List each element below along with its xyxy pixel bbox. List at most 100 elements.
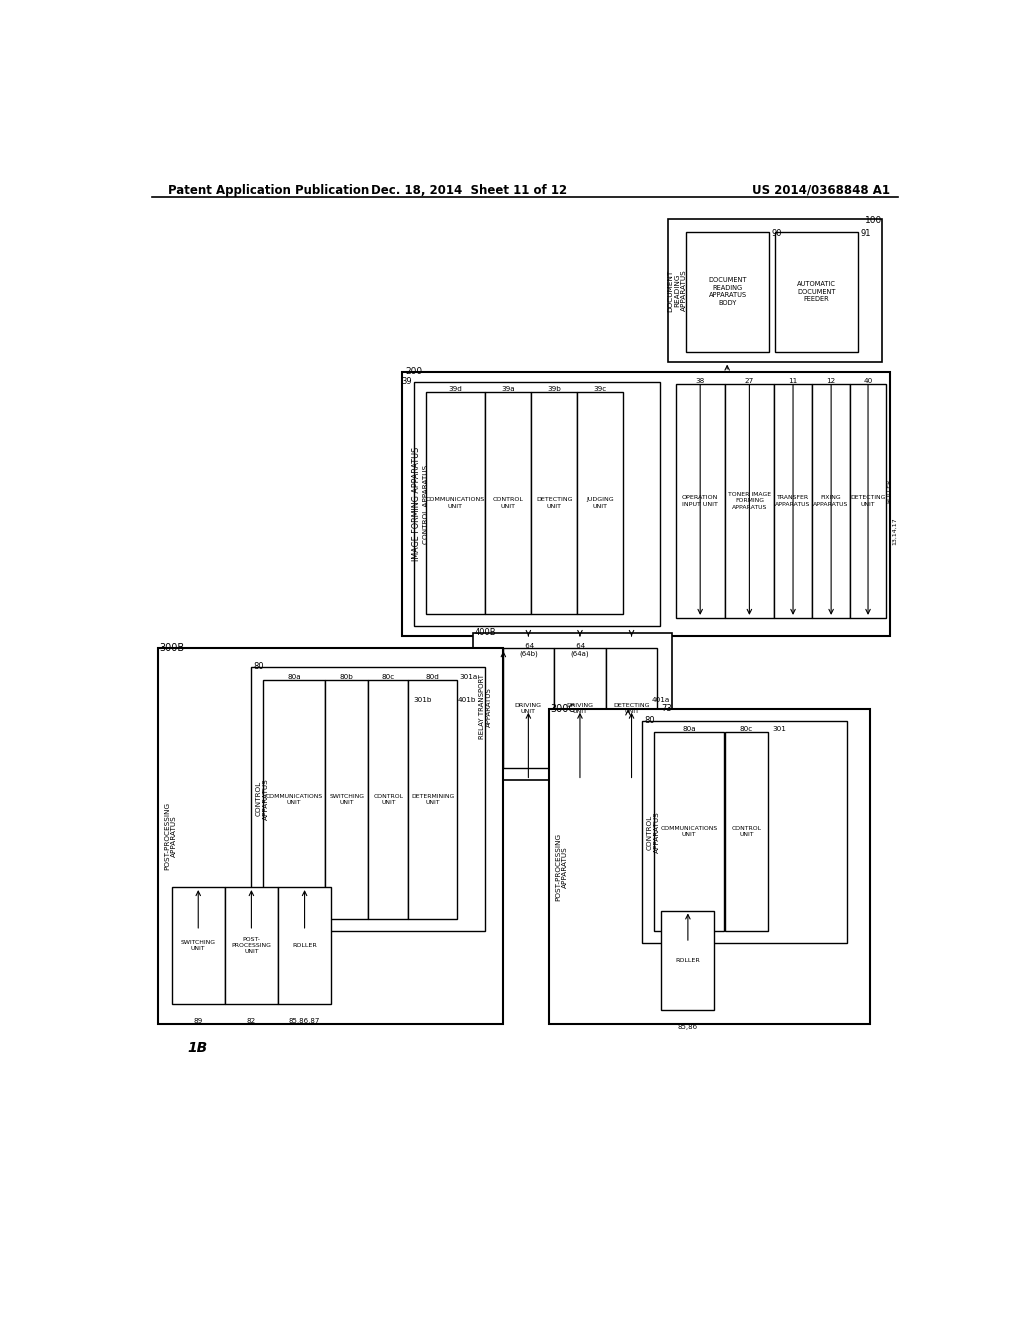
Text: DETECTING
UNIT: DETECTING UNIT: [850, 495, 886, 507]
Text: SWITCHING
UNIT: SWITCHING UNIT: [329, 793, 365, 805]
Bar: [278, 887, 331, 1005]
Text: 39: 39: [401, 378, 412, 385]
Text: COMMUNICATIONS
UNIT: COMMUNICATIONS UNIT: [265, 793, 323, 805]
Text: DETECTING
UNIT: DETECTING UNIT: [536, 498, 572, 508]
Text: 85,86: 85,86: [678, 1024, 698, 1031]
Text: 200: 200: [406, 367, 423, 376]
Bar: [662, 911, 715, 1010]
Text: OPERATION
INPUT UNIT: OPERATION INPUT UNIT: [682, 495, 719, 507]
Text: 401a: 401a: [652, 697, 670, 702]
Text: 1B: 1B: [187, 1041, 208, 1055]
Text: 301: 301: [772, 726, 786, 731]
Text: DOCUMENT
READING
APPARATUS: DOCUMENT READING APPARATUS: [668, 269, 687, 312]
Bar: [676, 384, 725, 618]
Text: ROLLER: ROLLER: [887, 479, 892, 503]
Text: 80: 80: [253, 661, 264, 671]
Text: TONER IMAGE
FORMING
APPARATUS: TONER IMAGE FORMING APPARATUS: [728, 492, 771, 510]
Text: CONTROL
APPARATUS: CONTROL APPARATUS: [647, 812, 659, 853]
Bar: [642, 722, 847, 942]
Bar: [812, 384, 850, 618]
Text: CONTROL
UNIT: CONTROL UNIT: [374, 793, 403, 805]
Text: Patent Application Publication: Patent Application Publication: [168, 183, 369, 197]
Text: 13,14,17: 13,14,17: [892, 517, 897, 545]
Text: CONTROL
APPARATUS: CONTROL APPARATUS: [256, 777, 268, 820]
Text: 400B: 400B: [475, 628, 497, 638]
Bar: [850, 384, 886, 618]
Bar: [473, 634, 672, 780]
Text: 301b: 301b: [414, 697, 432, 702]
Text: DETECTING
UNIT: DETECTING UNIT: [613, 702, 650, 714]
Bar: [654, 731, 724, 931]
Text: 39a: 39a: [502, 385, 515, 392]
Text: 39c: 39c: [594, 385, 607, 392]
Text: JUDGING
UNIT: JUDGING UNIT: [587, 498, 614, 508]
Text: 401b: 401b: [458, 697, 476, 702]
Text: 80a: 80a: [287, 673, 301, 680]
Text: 73: 73: [662, 704, 672, 713]
Text: 12: 12: [826, 378, 836, 384]
Text: 301a: 301a: [460, 673, 478, 680]
Bar: [774, 384, 812, 618]
Text: POST-PROCESSING
APPARATUS: POST-PROCESSING APPARATUS: [165, 803, 177, 870]
Text: TRANSFER
APPARATUS: TRANSFER APPARATUS: [775, 495, 811, 507]
Text: RELAY TRANSPORT
APPARATUS: RELAY TRANSPORT APPARATUS: [479, 675, 493, 739]
Bar: [578, 392, 624, 614]
Text: COMMUNICATIONS
UNIT: COMMUNICATIONS UNIT: [660, 825, 718, 837]
Text: 300B: 300B: [160, 643, 185, 653]
Text: 90: 90: [772, 228, 782, 238]
Bar: [225, 887, 278, 1005]
Bar: [725, 384, 774, 618]
Bar: [369, 680, 409, 919]
Text: 80d: 80d: [426, 673, 439, 680]
Bar: [172, 887, 225, 1005]
Text: FIG. 11: FIG. 11: [172, 1010, 232, 1024]
Text: 80c: 80c: [740, 726, 754, 731]
Text: 85,86,87: 85,86,87: [289, 1018, 321, 1024]
Bar: [158, 648, 504, 1024]
Text: 80b: 80b: [340, 673, 353, 680]
Bar: [414, 381, 659, 626]
Bar: [668, 219, 882, 362]
Text: 80a: 80a: [682, 726, 696, 731]
Text: Dec. 18, 2014  Sheet 11 of 12: Dec. 18, 2014 Sheet 11 of 12: [371, 183, 567, 197]
Text: 300C: 300C: [550, 704, 575, 714]
Text: 38: 38: [695, 378, 705, 384]
Text: 100: 100: [864, 216, 882, 226]
Text: 27: 27: [744, 378, 754, 384]
Bar: [426, 392, 485, 614]
Bar: [606, 648, 657, 768]
Bar: [263, 680, 325, 919]
Text: 80: 80: [645, 717, 655, 726]
Bar: [503, 648, 554, 768]
Text: 39b: 39b: [547, 385, 561, 392]
Text: DETERMINING
UNIT: DETERMINING UNIT: [411, 793, 455, 805]
Bar: [409, 680, 458, 919]
Text: ROLLER: ROLLER: [676, 958, 700, 962]
Text: 11: 11: [788, 378, 798, 384]
Bar: [554, 648, 606, 768]
Text: FIXING
APPARATUS: FIXING APPARATUS: [813, 495, 849, 507]
Bar: [686, 231, 769, 351]
Text: SWITCHING
UNIT: SWITCHING UNIT: [180, 940, 216, 952]
Text: AUTOMATIC
DOCUMENT
FEEDER: AUTOMATIC DOCUMENT FEEDER: [797, 281, 836, 302]
Text: COMMUNICATIONS
UNIT: COMMUNICATIONS UNIT: [426, 498, 485, 508]
Text: CONTROL
UNIT: CONTROL UNIT: [731, 825, 762, 837]
Text: 82: 82: [247, 1018, 256, 1024]
Text: CONTROL APPARATUS: CONTROL APPARATUS: [423, 465, 429, 544]
Text: 91: 91: [860, 228, 871, 238]
Bar: [325, 680, 369, 919]
Text: 39d: 39d: [449, 385, 462, 392]
Text: POST-PROCESSING
APPARATUS: POST-PROCESSING APPARATUS: [555, 833, 567, 900]
Bar: [725, 731, 768, 931]
Text: 64
(64a): 64 (64a): [570, 643, 589, 657]
Text: DRIVING
UNIT: DRIVING UNIT: [566, 702, 594, 714]
Bar: [251, 667, 485, 931]
Text: DRIVING
UNIT: DRIVING UNIT: [515, 702, 542, 714]
Bar: [531, 392, 578, 614]
Bar: [401, 372, 890, 636]
Text: CONTROL
UNIT: CONTROL UNIT: [493, 498, 523, 508]
Bar: [485, 392, 531, 614]
Text: 40: 40: [863, 378, 872, 384]
Bar: [549, 709, 870, 1024]
Text: ROLLER: ROLLER: [292, 942, 317, 948]
